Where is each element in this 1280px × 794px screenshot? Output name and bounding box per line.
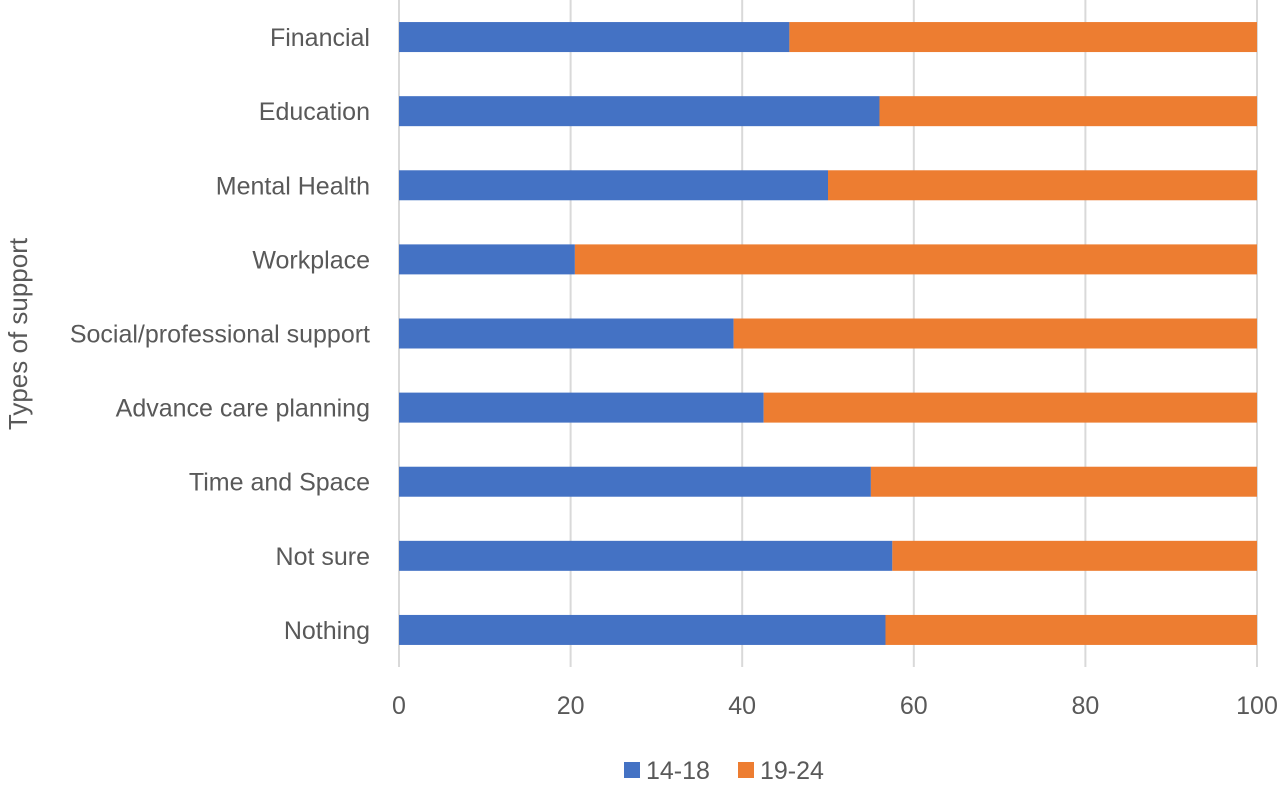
bar-segment — [399, 392, 764, 423]
bar-segment — [870, 466, 1257, 497]
bar-segment — [399, 614, 886, 645]
category-label: Time and Space — [189, 469, 370, 497]
bar-segment — [879, 96, 1257, 127]
y-axis-title: Types of support — [3, 237, 33, 430]
category-label: Advance care planning — [116, 395, 370, 423]
category-label: Workplace — [252, 246, 370, 274]
x-tick-label: 100 — [1236, 692, 1278, 720]
bar-segment — [885, 614, 1257, 645]
category-label: Social/professional support — [70, 321, 370, 349]
legend-label: 19-24 — [760, 757, 824, 785]
bar-segment — [399, 244, 575, 275]
legend-swatch — [624, 762, 640, 778]
category-label: Education — [259, 98, 370, 126]
axes: 0 20 40 60 80 100 Financial Education Mental Hea… — [70, 24, 1278, 720]
bar-segment — [574, 244, 1257, 275]
legend-label: 14-18 — [646, 757, 710, 785]
bar-segment — [892, 540, 1257, 571]
x-tick-label: 40 — [728, 692, 756, 720]
legend: 14-18 19-24 — [624, 757, 824, 785]
bar-segment — [399, 466, 871, 497]
bar-segment — [399, 540, 893, 571]
bar-segment — [399, 96, 880, 127]
x-tick-label: 80 — [1071, 692, 1099, 720]
x-tick-label: 0 — [392, 692, 406, 720]
bar-segment — [399, 170, 828, 201]
legend-swatch — [738, 762, 754, 778]
bar-segment — [789, 22, 1257, 53]
bar-segment — [763, 392, 1257, 423]
x-tick-label: 20 — [557, 692, 585, 720]
category-label: Not sure — [276, 543, 370, 571]
bar-segment — [733, 318, 1257, 349]
bar-segment — [399, 22, 790, 53]
category-label: Mental Health — [216, 172, 370, 200]
category-label: Financial — [270, 24, 370, 52]
bar-segment — [399, 318, 734, 349]
x-tick-label: 60 — [900, 692, 928, 720]
category-label: Nothing — [284, 617, 370, 645]
bars — [399, 22, 1257, 645]
bar-segment — [828, 170, 1257, 201]
